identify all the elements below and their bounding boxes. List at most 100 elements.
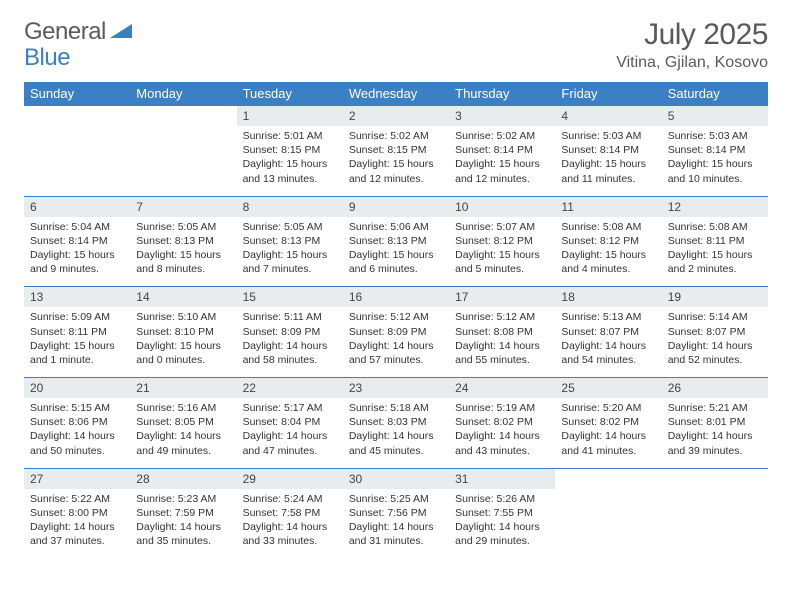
day-line: Daylight: 14 hours bbox=[243, 339, 337, 353]
day-line: Sunset: 8:15 PM bbox=[243, 143, 337, 157]
title-block: July 2025 Vitina, Gjilan, Kosovo bbox=[616, 18, 768, 72]
day-line: Sunrise: 5:21 AM bbox=[668, 401, 762, 415]
day-line: Sunrise: 5:26 AM bbox=[455, 492, 549, 506]
day-line: Sunrise: 5:01 AM bbox=[243, 129, 337, 143]
day-number bbox=[24, 106, 130, 127]
day-line: Daylight: 14 hours bbox=[455, 520, 549, 534]
day-line: Sunrise: 5:09 AM bbox=[30, 310, 124, 324]
dayhead-mon: Monday bbox=[130, 82, 236, 106]
daynum-row: 20212223242526 bbox=[24, 378, 768, 399]
day-line: Daylight: 15 hours bbox=[136, 339, 230, 353]
day-line: Daylight: 14 hours bbox=[136, 520, 230, 534]
day-number: 13 bbox=[24, 287, 130, 308]
day-cell: Sunrise: 5:24 AMSunset: 7:58 PMDaylight:… bbox=[237, 489, 343, 559]
day-cell: Sunrise: 5:18 AMSunset: 8:03 PMDaylight:… bbox=[343, 398, 449, 468]
day-line: Daylight: 14 hours bbox=[561, 339, 655, 353]
day-cell: Sunrise: 5:12 AMSunset: 8:09 PMDaylight:… bbox=[343, 307, 449, 377]
day-line: Sunset: 8:07 PM bbox=[668, 325, 762, 339]
day-line: Sunrise: 5:05 AM bbox=[136, 220, 230, 234]
day-line: Sunset: 8:02 PM bbox=[561, 415, 655, 429]
day-number: 17 bbox=[449, 287, 555, 308]
day-number: 18 bbox=[555, 287, 661, 308]
day-cell bbox=[24, 126, 130, 196]
day-line: Sunset: 8:09 PM bbox=[349, 325, 443, 339]
day-line: Sunrise: 5:08 AM bbox=[668, 220, 762, 234]
day-line: Sunset: 8:09 PM bbox=[243, 325, 337, 339]
day-line: Daylight: 15 hours bbox=[561, 248, 655, 262]
day-line: Sunrise: 5:02 AM bbox=[455, 129, 549, 143]
day-line: and 1 minute. bbox=[30, 353, 124, 367]
day-line: Sunset: 8:10 PM bbox=[136, 325, 230, 339]
day-cell: Sunrise: 5:05 AMSunset: 8:13 PMDaylight:… bbox=[237, 217, 343, 287]
dayhead-wed: Wednesday bbox=[343, 82, 449, 106]
day-number: 11 bbox=[555, 196, 661, 217]
calendar-table: Sunday Monday Tuesday Wednesday Thursday… bbox=[24, 82, 768, 558]
logo-triangle-icon bbox=[110, 22, 132, 43]
day-line: and 12 minutes. bbox=[349, 172, 443, 186]
day-line: Sunset: 8:11 PM bbox=[668, 234, 762, 248]
day-line: and 11 minutes. bbox=[561, 172, 655, 186]
day-line: Daylight: 15 hours bbox=[668, 157, 762, 171]
day-line: Sunrise: 5:02 AM bbox=[349, 129, 443, 143]
day-cell: Sunrise: 5:17 AMSunset: 8:04 PMDaylight:… bbox=[237, 398, 343, 468]
day-line: and 43 minutes. bbox=[455, 444, 549, 458]
day-line: Sunrise: 5:24 AM bbox=[243, 492, 337, 506]
day-cell: Sunrise: 5:03 AMSunset: 8:14 PMDaylight:… bbox=[662, 126, 768, 196]
day-line: Sunset: 8:12 PM bbox=[455, 234, 549, 248]
day-number: 30 bbox=[343, 468, 449, 489]
day-line: Daylight: 14 hours bbox=[349, 339, 443, 353]
day-line: Sunset: 8:12 PM bbox=[561, 234, 655, 248]
day-line: Sunrise: 5:18 AM bbox=[349, 401, 443, 415]
day-line: Sunrise: 5:05 AM bbox=[243, 220, 337, 234]
day-line: Daylight: 15 hours bbox=[668, 248, 762, 262]
day-number: 12 bbox=[662, 196, 768, 217]
day-line: Sunset: 8:08 PM bbox=[455, 325, 549, 339]
day-line: Sunset: 8:13 PM bbox=[243, 234, 337, 248]
day-number bbox=[130, 106, 236, 127]
day-line: Sunset: 7:59 PM bbox=[136, 506, 230, 520]
day-cell: Sunrise: 5:04 AMSunset: 8:14 PMDaylight:… bbox=[24, 217, 130, 287]
day-number bbox=[555, 468, 661, 489]
day-line: Daylight: 14 hours bbox=[136, 429, 230, 443]
day-cell bbox=[662, 489, 768, 559]
day-number: 23 bbox=[343, 378, 449, 399]
day-number: 29 bbox=[237, 468, 343, 489]
day-number: 5 bbox=[662, 106, 768, 127]
day-line: Sunset: 7:58 PM bbox=[243, 506, 337, 520]
day-line: and 12 minutes. bbox=[455, 172, 549, 186]
day-cell: Sunrise: 5:02 AMSunset: 8:14 PMDaylight:… bbox=[449, 126, 555, 196]
day-line: Sunset: 8:02 PM bbox=[455, 415, 549, 429]
data-row: Sunrise: 5:15 AMSunset: 8:06 PMDaylight:… bbox=[24, 398, 768, 468]
day-cell: Sunrise: 5:13 AMSunset: 8:07 PMDaylight:… bbox=[555, 307, 661, 377]
day-line: Sunset: 7:56 PM bbox=[349, 506, 443, 520]
day-line: and 45 minutes. bbox=[349, 444, 443, 458]
day-line: Daylight: 14 hours bbox=[243, 520, 337, 534]
day-line: and 55 minutes. bbox=[455, 353, 549, 367]
data-row: Sunrise: 5:22 AMSunset: 8:00 PMDaylight:… bbox=[24, 489, 768, 559]
day-line: Daylight: 15 hours bbox=[30, 339, 124, 353]
day-line: Sunset: 8:14 PM bbox=[668, 143, 762, 157]
day-line: Sunrise: 5:03 AM bbox=[668, 129, 762, 143]
day-line: Daylight: 15 hours bbox=[136, 248, 230, 262]
day-cell: Sunrise: 5:06 AMSunset: 8:13 PMDaylight:… bbox=[343, 217, 449, 287]
day-cell: Sunrise: 5:03 AMSunset: 8:14 PMDaylight:… bbox=[555, 126, 661, 196]
day-number: 3 bbox=[449, 106, 555, 127]
day-line: Sunrise: 5:03 AM bbox=[561, 129, 655, 143]
day-line: Sunrise: 5:14 AM bbox=[668, 310, 762, 324]
header: General July 2025 Vitina, Gjilan, Kosovo bbox=[24, 18, 768, 72]
day-cell: Sunrise: 5:15 AMSunset: 8:06 PMDaylight:… bbox=[24, 398, 130, 468]
day-number bbox=[662, 468, 768, 489]
calendar-body: 12345Sunrise: 5:01 AMSunset: 8:15 PMDayl… bbox=[24, 106, 768, 559]
day-header-row: Sunday Monday Tuesday Wednesday Thursday… bbox=[24, 82, 768, 106]
day-cell: Sunrise: 5:26 AMSunset: 7:55 PMDaylight:… bbox=[449, 489, 555, 559]
day-number: 28 bbox=[130, 468, 236, 489]
day-number: 16 bbox=[343, 287, 449, 308]
day-number: 22 bbox=[237, 378, 343, 399]
day-line: Sunrise: 5:20 AM bbox=[561, 401, 655, 415]
day-line: and 5 minutes. bbox=[455, 262, 549, 276]
day-line: and 29 minutes. bbox=[455, 534, 549, 548]
day-line: and 2 minutes. bbox=[668, 262, 762, 276]
day-line: and 37 minutes. bbox=[30, 534, 124, 548]
day-line: and 9 minutes. bbox=[30, 262, 124, 276]
day-cell: Sunrise: 5:08 AMSunset: 8:11 PMDaylight:… bbox=[662, 217, 768, 287]
